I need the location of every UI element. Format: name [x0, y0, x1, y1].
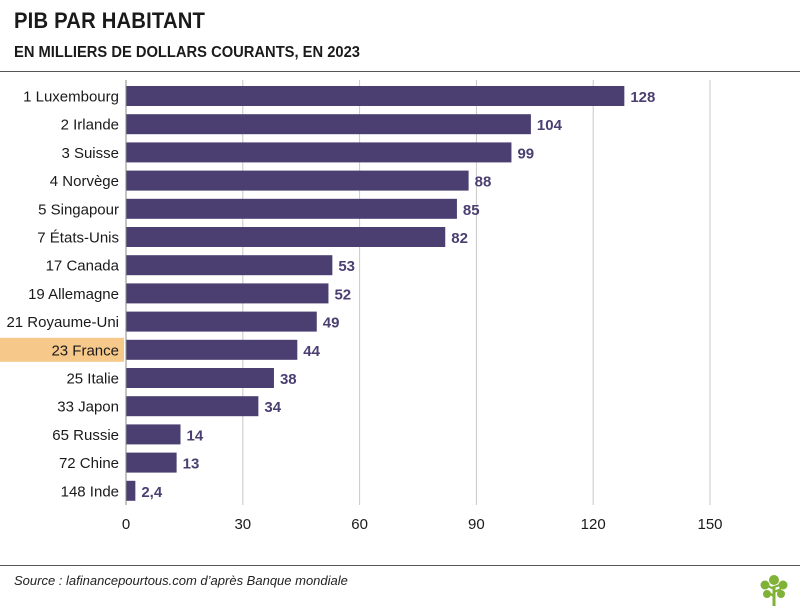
category-label: 5 Singapour — [38, 201, 119, 218]
value-label: 85 — [463, 202, 480, 219]
chart-subtitle: EN MILLIERS DE DOLLARS COURANTS, EN 2023 — [14, 44, 360, 61]
value-label: 49 — [323, 315, 340, 332]
bar — [126, 452, 177, 473]
bar-chart: 1 Luxembourg 128 2 Irlande 104 3 Suisse 99 4 N… — [0, 80, 723, 533]
x-tick-label: 0 — [122, 516, 130, 533]
bar — [126, 283, 329, 304]
x-tick-label: 90 — [468, 516, 485, 533]
category-label: 2 Irlande — [61, 117, 119, 134]
category-label: 23 France — [51, 342, 119, 359]
bar — [126, 339, 298, 360]
value-label: 2,4 — [141, 484, 163, 501]
category-label: 7 États-Unis — [37, 230, 119, 247]
value-label: 44 — [303, 343, 320, 360]
category-label: 72 Chine — [59, 455, 119, 472]
bar — [126, 368, 274, 388]
value-label: 38 — [280, 371, 297, 388]
bar — [126, 86, 625, 106]
top-divider — [0, 71, 800, 72]
value-label: 52 — [334, 286, 351, 303]
bar — [126, 198, 457, 219]
bottom-divider — [0, 565, 800, 566]
bar — [126, 255, 333, 276]
value-label: 99 — [517, 145, 534, 162]
bar — [126, 311, 317, 332]
category-label: 19 Allemagne — [28, 286, 119, 303]
value-label: 13 — [183, 456, 200, 473]
bar — [126, 480, 136, 501]
chart-title: PIB PAR HABITANT — [14, 8, 206, 33]
value-label: 34 — [264, 399, 281, 416]
bar — [126, 114, 531, 135]
bar — [126, 170, 469, 191]
bar — [126, 227, 446, 247]
highlight-band — [0, 337, 124, 362]
category-label: 33 Japon — [57, 399, 119, 416]
source-note: Source : lafinancepourtous.com d’après B… — [14, 573, 348, 588]
x-tick-label: 150 — [697, 516, 722, 533]
value-label: 128 — [630, 89, 655, 106]
bar — [126, 142, 512, 163]
category-label: 25 Italie — [66, 371, 119, 388]
x-tick-label: 120 — [581, 516, 606, 533]
value-label: 14 — [187, 427, 204, 444]
category-label: 148 Inde — [61, 483, 119, 500]
value-label: 88 — [475, 174, 492, 191]
bar — [126, 424, 181, 445]
category-label: 17 Canada — [46, 258, 120, 275]
value-label: 53 — [338, 258, 355, 275]
x-tick-label: 30 — [234, 516, 251, 533]
value-label: 104 — [537, 117, 563, 134]
category-label: 1 Luxembourg — [23, 89, 119, 106]
category-label: 4 Norvège — [50, 173, 119, 190]
bar — [126, 396, 259, 417]
value-label: 82 — [451, 230, 468, 247]
category-label: 65 Russie — [52, 427, 119, 444]
tree-icon — [760, 575, 788, 606]
category-label: 3 Suisse — [61, 145, 119, 162]
category-label: 21 Royaume-Uni — [6, 314, 119, 331]
x-tick-label: 60 — [351, 516, 368, 533]
